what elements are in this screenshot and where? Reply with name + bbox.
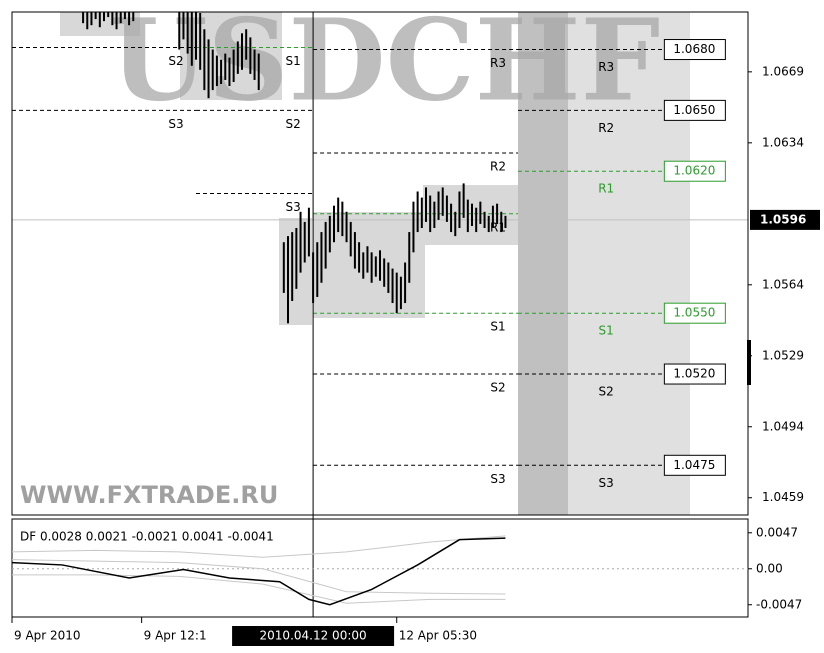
pivot-value: 1.0680 (673, 42, 715, 56)
range-box (423, 185, 518, 245)
y-tick-label: -0.0047 (756, 597, 802, 611)
y-tick-label: 1.0634 (762, 135, 804, 149)
indicator-line (12, 574, 506, 604)
pivot-box (663, 160, 726, 182)
pivot-value: 1.0650 (673, 103, 715, 117)
indicator-title: DF 0.0028 0.0021 -0.0021 0.0041 -0.0041 (20, 530, 274, 544)
pivot-name: R3 (598, 60, 614, 74)
pivot-box (663, 302, 726, 324)
y-tick-label: 1.0494 (762, 419, 804, 433)
pivot-value: 1.0475 (673, 458, 715, 472)
pivot-box (663, 39, 726, 61)
level-label: S1 (285, 54, 300, 68)
x-tick-label: 9 Apr 2010 (14, 629, 81, 643)
indicator-line (11, 535, 506, 558)
pivot-value: 1.0550 (673, 306, 715, 320)
pivot-name: S2 (599, 385, 614, 399)
indicator-line (11, 537, 506, 606)
bid-label: 1.0596 (760, 212, 806, 226)
crosshair-label-bg (232, 626, 395, 646)
level-label: S3 (285, 200, 300, 214)
overlay: 1.0669 1.0634 1.0564 1.0529 1.0494 1.0459 9 Ap… (11, 12, 820, 646)
y-tick-label: 1.0564 (762, 277, 804, 291)
level-label: R3 (490, 56, 506, 70)
pivot-box (663, 454, 726, 476)
level-label: S3 (490, 472, 505, 486)
x-tick-label: 9 Apr 12:1 (144, 629, 207, 643)
level-label: S2 (490, 381, 505, 395)
indicator-frame (11, 518, 749, 618)
level-label: S3 (168, 117, 183, 131)
scroll-marker (747, 340, 751, 385)
watermark-site: WWW.FXTRADE.RU (20, 481, 278, 509)
indicator-line (11, 559, 506, 595)
y-tick-label: 1.0669 (762, 64, 804, 78)
pivot-value: 1.0520 (673, 367, 715, 381)
y-tick-label: 1.0529 (762, 348, 804, 362)
y-tick-label: 0.0047 (756, 525, 798, 539)
pivot-name: S3 (599, 476, 614, 490)
y-tick-label: 1.0459 (762, 490, 804, 504)
pivot-name: R2 (598, 121, 614, 135)
level-label: S1 (490, 320, 505, 334)
pivot-name: R1 (598, 182, 614, 196)
pivot-box (663, 363, 726, 385)
pivot-name: S1 (599, 324, 614, 338)
level-label: R2 (490, 159, 506, 173)
pivot-value: 1.0620 (673, 164, 715, 178)
pivot-box (663, 99, 726, 121)
session-band (518, 12, 568, 515)
range-box (313, 212, 425, 318)
x-tick-label: 12 Apr 05:30 (399, 629, 477, 643)
crosshair-label: 2010.04.12 00:00 (260, 629, 367, 643)
y-tick-label: 0.00 (756, 561, 783, 575)
watermark-symbol: USDCHF (110, 0, 660, 126)
session-band (568, 12, 690, 515)
main-frame (11, 11, 749, 516)
bid-label-bg (750, 209, 820, 230)
level-label: S2 (285, 117, 300, 131)
level-label: S2 (168, 54, 183, 68)
